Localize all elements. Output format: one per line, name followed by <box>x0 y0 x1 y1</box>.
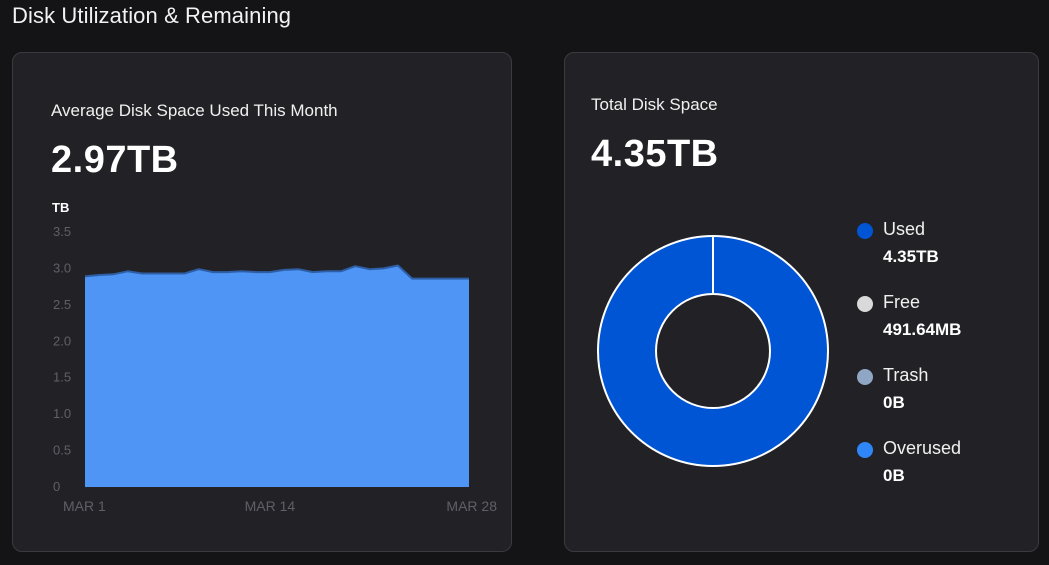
legend-item-trash: Trash 0B <box>855 363 1025 436</box>
y-tick-label: 3.5 <box>53 224 71 239</box>
donut-slice-used <box>597 236 828 466</box>
y-tick-label: 2.0 <box>53 333 71 348</box>
total-card-title: Total Disk Space <box>591 95 718 114</box>
x-tick-label: MAR 14 <box>245 498 296 514</box>
y-tick-label: 2.5 <box>53 297 71 312</box>
legend-dot-overused <box>857 442 873 458</box>
y-axis-unit-label: TB <box>52 200 70 215</box>
average-card-value: 2.97TB <box>51 139 179 181</box>
average-card-title: Average Disk Space Used This Month <box>51 101 338 120</box>
x-tick-label: MAR 1 <box>63 498 106 514</box>
legend-dot-used <box>857 223 873 239</box>
legend-item-free: Free 491.64MB <box>855 290 1025 363</box>
legend-label: Trash <box>883 365 929 385</box>
y-tick-label: 0 <box>53 479 60 494</box>
donut-inner-hole <box>655 293 771 409</box>
y-tick-label: 3.0 <box>53 260 71 275</box>
legend-label: Free <box>883 292 921 312</box>
y-tick-label: 0.5 <box>53 443 71 458</box>
legend-value: 0B <box>883 466 905 485</box>
legend-label: Used <box>883 219 926 239</box>
x-tick-label: MAR 28 <box>446 498 497 514</box>
section-title: Disk Utilization & Remaining <box>12 3 292 28</box>
legend-item-used: Used 4.35TB <box>855 217 1025 290</box>
y-tick-label: 1.5 <box>53 370 71 385</box>
y-tick-label: 1.0 <box>53 406 71 421</box>
legend-value: 0B <box>883 393 905 412</box>
usage-line <box>84 264 469 280</box>
donut-legend: Used 4.35TB Free 491.64MB Trash 0B Overu… <box>855 217 1025 509</box>
legend-label: Overused <box>883 438 962 458</box>
total-disk-space-card: Total Disk Space 4.35TB Used 4.35TB Free… <box>564 52 1039 552</box>
legend-dot-trash <box>857 369 873 385</box>
average-disk-space-card: Average Disk Space Used This Month 2.97T… <box>12 52 512 552</box>
disk-space-donut-chart[interactable] <box>595 233 831 469</box>
legend-dot-free <box>857 296 873 312</box>
total-card-value: 4.35TB <box>591 133 719 175</box>
legend-item-overused: Overused 0B <box>855 436 1025 509</box>
legend-value: 491.64MB <box>883 320 962 339</box>
legend-value: 4.35TB <box>883 247 939 266</box>
usage-area <box>85 265 469 487</box>
